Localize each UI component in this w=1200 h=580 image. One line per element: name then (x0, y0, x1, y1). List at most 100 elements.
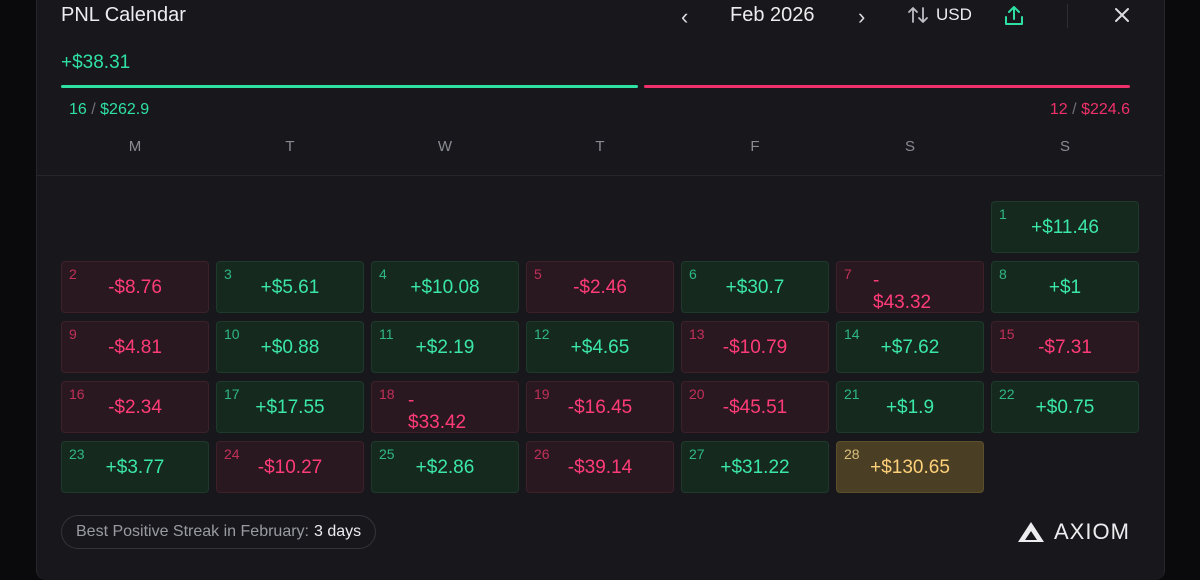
day-number: 2 (69, 266, 77, 282)
currency-label: USD (936, 5, 972, 24)
chevron-right-icon[interactable]: › (858, 4, 866, 29)
streak-badge: Best Positive Streak in February: 3 days (61, 515, 377, 549)
day-pnl-value: -$39.14 (567, 457, 633, 478)
negative-stats: 12 / $224.6 (1050, 101, 1130, 119)
brand-name: AXIOM (1054, 519, 1130, 544)
day-number: 9 (69, 326, 77, 342)
day-cell[interactable]: 2 -$8.76 (61, 261, 209, 313)
weekday-label: F (750, 138, 760, 155)
weekday-header: M T W T F S S (0, 138, 1200, 156)
day-number: 8 (999, 266, 1007, 282)
day-pnl-value: +$11.46 (1031, 217, 1099, 238)
day-cell[interactable]: 26 -$39.14 (526, 441, 674, 493)
chevron-left-icon[interactable]: ‹ (681, 4, 689, 29)
day-number: 27 (689, 446, 705, 462)
current-month: Feb 2026 (730, 4, 815, 26)
positive-amount: $262.9 (100, 101, 150, 118)
day-number: 11 (379, 326, 394, 342)
day-cell[interactable]: 16 -$2.34 (61, 381, 209, 433)
header-divider (37, 175, 1162, 176)
day-number: 26 (534, 446, 550, 462)
day-pnl-value: -$7.31 (1038, 337, 1092, 358)
day-cell[interactable]: 13 -$10.79 (681, 321, 829, 373)
day-pnl-value: -$10.79 (722, 337, 788, 358)
day-pnl-value: -$45.51 (722, 397, 788, 418)
currency-toggle-button[interactable]: USD (907, 5, 972, 25)
close-icon (1115, 8, 1129, 22)
day-pnl-value: -$2.34 (108, 397, 162, 418)
day-number: 20 (689, 386, 705, 402)
day-cell[interactable]: 1 +$11.46 (991, 201, 1139, 253)
day-pnl-value: +$4.65 (570, 337, 630, 358)
day-cell[interactable]: 20 -$45.51 (681, 381, 829, 433)
axiom-logo: AXIOM (1017, 519, 1130, 545)
day-cell[interactable]: 15 -$7.31 (991, 321, 1139, 373)
day-number: 14 (844, 326, 860, 342)
day-cell[interactable]: 7 - $43.32 (836, 261, 984, 313)
day-pnl-value: +$3.77 (105, 457, 165, 478)
day-pnl-value: -$8.76 (108, 277, 162, 298)
streak-value: 3 days (313, 523, 362, 540)
day-pnl-value: -$16.45 (567, 397, 633, 418)
day-cell[interactable]: 22 +$0.75 (991, 381, 1139, 433)
day-pnl-value: +$17.55 (255, 397, 325, 418)
day-pnl-value: +$1 (1048, 277, 1082, 298)
day-cell[interactable]: 27 +$31.22 (681, 441, 829, 493)
day-number: 28 (844, 446, 860, 462)
page-title: PNL Calendar (61, 4, 186, 26)
day-number: 18 (379, 386, 395, 402)
day-pnl-value: +$0.75 (1035, 397, 1095, 418)
day-cell[interactable]: 8 +$1 (991, 261, 1139, 313)
negative-days-count: 12 (1049, 101, 1068, 118)
positive-stats: 16 / $262.9 (69, 101, 149, 119)
day-cell[interactable]: 21 +$1.9 (836, 381, 984, 433)
day-number: 19 (534, 386, 550, 402)
stat-separator: / (91, 101, 96, 118)
day-cell[interactable]: 12 +$4.65 (526, 321, 674, 373)
day-pnl-value: +$1.9 (885, 397, 935, 418)
weekday-label: W (437, 138, 453, 155)
day-number: 17 (224, 386, 240, 402)
day-cell[interactable]: 9 -$4.81 (61, 321, 209, 373)
day-cell[interactable]: 3 +$5.61 (216, 261, 364, 313)
day-cell[interactable]: 19 -$16.45 (526, 381, 674, 433)
day-pnl-value: +$2.19 (415, 337, 475, 358)
total-pnl: +$38.31 (61, 52, 131, 73)
stat-separator: / (1072, 101, 1077, 118)
header-separator (1067, 4, 1068, 28)
day-cell[interactable]: 23 +$3.77 (61, 441, 209, 493)
close-button[interactable] (1113, 6, 1131, 29)
day-cell[interactable]: 11 +$2.19 (371, 321, 519, 373)
weekday-label: S (904, 138, 915, 155)
day-number: 16 (69, 386, 85, 402)
day-pnl-value: - $43.32 (873, 270, 932, 313)
day-cell[interactable]: 24 -$10.27 (216, 441, 364, 493)
day-cell[interactable]: 28 +$130.65 (836, 441, 984, 493)
share-button[interactable] (1003, 4, 1025, 33)
day-number: 12 (534, 326, 550, 342)
day-number: 3 (224, 266, 232, 282)
day-cell[interactable]: 25 +$2.86 (371, 441, 519, 493)
share-icon (1005, 6, 1023, 25)
day-number: 15 (999, 326, 1015, 342)
day-cell[interactable]: 5 -$2.46 (526, 261, 674, 313)
day-pnl-value: -$4.81 (108, 337, 162, 358)
day-pnl-value: +$2.86 (415, 457, 475, 478)
weekday-label: T (285, 138, 295, 155)
axiom-logo-icon (1018, 522, 1044, 542)
day-cell[interactable]: 14 +$7.62 (836, 321, 984, 373)
day-cell[interactable]: 18 - $33.42 (371, 381, 519, 433)
negative-ratio-bar (644, 85, 1130, 88)
day-number: 7 (844, 266, 852, 282)
day-cell[interactable]: 17 +$17.55 (216, 381, 364, 433)
negative-amount: $224.6 (1081, 101, 1130, 118)
day-number: 24 (224, 446, 240, 462)
day-pnl-value: -$10.27 (257, 457, 323, 478)
day-cell[interactable]: 10 +$0.88 (216, 321, 364, 373)
day-number: 4 (379, 266, 387, 282)
day-pnl-value: +$130.65 (870, 457, 950, 478)
weekday-label: M (128, 138, 142, 155)
day-cell[interactable]: 6 +$30.7 (681, 261, 829, 313)
day-pnl-value: +$31.22 (720, 457, 790, 478)
day-cell[interactable]: 4 +$10.08 (371, 261, 519, 313)
